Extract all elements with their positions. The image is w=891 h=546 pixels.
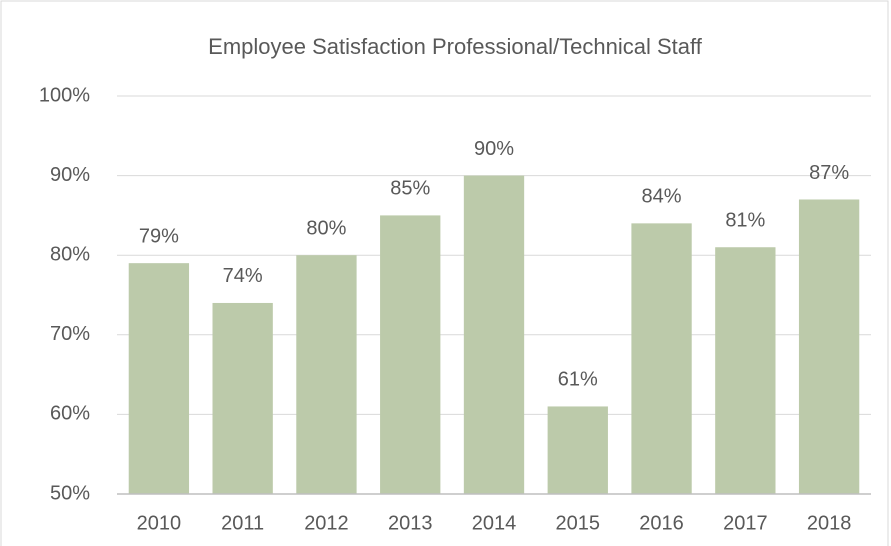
bar (631, 223, 692, 495)
x-tick-label: 2016 (639, 512, 684, 534)
x-tick-label: 2018 (807, 512, 852, 534)
bar (798, 199, 860, 495)
y-tick-label: 60% (50, 403, 90, 425)
data-label: 80% (306, 217, 346, 239)
bar (296, 255, 357, 494)
y-tick-label: 90% (50, 164, 90, 186)
x-tick-label: 2017 (723, 512, 768, 534)
x-tick-label: 2010 (137, 512, 182, 534)
data-label: 85% (390, 178, 430, 200)
data-label: 87% (809, 162, 849, 184)
y-tick-label: 50% (50, 482, 90, 504)
data-label: 61% (558, 369, 598, 391)
data-label: 79% (139, 225, 179, 247)
bar (128, 263, 190, 494)
x-tick-label: 2011 (221, 512, 264, 534)
bar (463, 175, 525, 494)
x-tick-label: 2014 (472, 512, 517, 534)
bar (380, 215, 441, 494)
y-tick-label: 70% (50, 323, 90, 345)
y-tick-label: 80% (50, 243, 90, 265)
x-tick-label: 2013 (388, 512, 433, 534)
bar (547, 406, 608, 494)
data-label: 81% (725, 210, 765, 232)
chart-title: Employee Satisfaction Professional/Techn… (208, 34, 703, 59)
bar (212, 302, 273, 494)
x-tick-label: 2015 (556, 512, 601, 534)
data-label: 90% (474, 138, 514, 160)
data-label: 74% (223, 265, 263, 287)
data-label: 84% (642, 186, 682, 208)
x-tick-label: 2012 (304, 512, 349, 534)
y-tick-label: 100% (39, 84, 90, 106)
bar (715, 247, 776, 494)
